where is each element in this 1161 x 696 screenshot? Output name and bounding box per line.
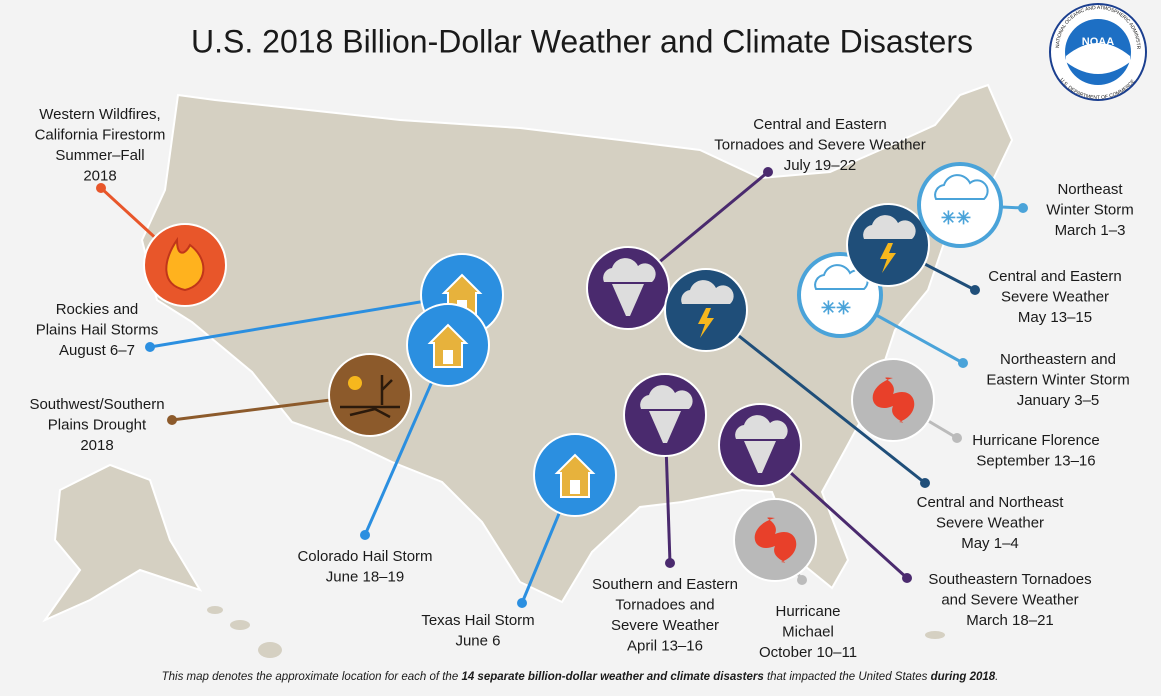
leader-dot xyxy=(952,433,962,443)
disaster-label: May 1–4 xyxy=(961,535,1019,552)
us-map xyxy=(42,83,1014,658)
disaster-label: April 13–16 xyxy=(627,637,703,654)
flake-glyph: ✳✳ xyxy=(941,208,971,228)
disaster-label: Southern and Eastern xyxy=(592,576,738,593)
disaster-label: Central and Northeast xyxy=(917,494,1065,511)
disaster-label: March 18–21 xyxy=(966,612,1054,629)
disaster-label: and Severe Weather xyxy=(941,591,1078,608)
disaster-label: Plains Hail Storms xyxy=(36,321,159,338)
funnel-glyph xyxy=(612,284,644,316)
disaster-label: California Firestorm xyxy=(35,126,166,143)
disaster-label: Colorado Hail Storm xyxy=(297,548,432,565)
disaster-label: Summer–Fall xyxy=(55,147,144,164)
disaster-label: Southeastern Tornadoes xyxy=(928,571,1091,588)
disaster-label: Western Wildfires, xyxy=(39,106,160,123)
bolt-glyph xyxy=(698,308,714,338)
funnel-glyph xyxy=(744,441,776,473)
leader-dot xyxy=(517,598,527,608)
disaster-label: August 6–7 xyxy=(59,342,135,359)
disaster-label: Tornadoes and Severe Weather xyxy=(714,136,926,153)
leader-dot xyxy=(360,530,370,540)
leader-dot xyxy=(665,558,675,568)
disaster-label: October 10–11 xyxy=(759,644,857,661)
leader-dot xyxy=(1018,203,1028,213)
disaster-label: March 1–3 xyxy=(1055,222,1126,239)
leader-dot xyxy=(167,415,177,425)
disaster-label: Rockies and xyxy=(56,301,139,318)
disaster: Central and Eastern Tornadoes and Severe … xyxy=(586,116,926,330)
disaster-label: Northeast xyxy=(1057,181,1123,198)
disaster-label: Hurricane xyxy=(775,603,840,620)
leader-dot xyxy=(763,167,773,177)
disaster-label: July 19–22 xyxy=(784,157,857,174)
disaster: Hurricane Florence September 13–16 xyxy=(851,358,1100,469)
house-glyph xyxy=(427,323,469,368)
disaster-label: Central and Eastern xyxy=(753,116,886,133)
leader-dot xyxy=(902,573,912,583)
title: U.S. 2018 Billion-Dollar Weather and Cli… xyxy=(191,23,973,59)
disaster: Western Wildfires, California Firestorm Su… xyxy=(35,106,227,307)
leader-dot xyxy=(797,575,807,585)
disaster-label: Central and Eastern xyxy=(988,268,1121,285)
funnel-glyph xyxy=(649,411,681,443)
disaster: Central and Northeast Severe Weather May 1… xyxy=(664,268,1065,552)
logo-text: NOAA xyxy=(1082,36,1114,48)
leader-dot xyxy=(96,183,106,193)
door-glyph xyxy=(443,350,453,364)
disaster: Rockies and Plains Hail Storms August 6–7 xyxy=(36,253,504,359)
disaster-label: Southwest/Southern xyxy=(29,396,164,413)
disaster-label: Eastern Winter Storm xyxy=(986,371,1129,388)
disaster-label: January 3–5 xyxy=(1017,392,1100,409)
disaster-layer: Western Wildfires, California Firestorm Su… xyxy=(29,106,1133,661)
cloud-glyph xyxy=(640,385,693,409)
leader-dot xyxy=(145,342,155,352)
disaster-label: September 13–16 xyxy=(976,452,1095,469)
cloud-glyph xyxy=(934,174,989,200)
disaster: Southwest/Southern Plains Drought 2018 xyxy=(29,353,412,454)
house-glyph xyxy=(554,453,596,498)
leader-dot xyxy=(920,478,930,488)
disaster: Hurricane Michael October 10–11 xyxy=(733,498,857,661)
disaster-label: Plains Drought xyxy=(48,416,147,433)
disaster-label: 2018 xyxy=(80,437,113,454)
bolt-glyph xyxy=(880,243,896,273)
door-glyph xyxy=(570,480,580,494)
disaster: Central and Eastern Severe Weather May 13–… xyxy=(846,203,1122,326)
crack-glyph xyxy=(340,375,400,419)
disaster-label: Texas Hail Storm xyxy=(421,612,534,629)
cloud-glyph xyxy=(603,258,656,282)
disaster-label: Severe Weather xyxy=(936,514,1044,531)
footnote: This map denotes the approximate locatio… xyxy=(162,671,999,683)
leader-dot xyxy=(970,285,980,295)
disaster-label: Severe Weather xyxy=(611,617,719,634)
flame-glyph xyxy=(165,236,205,292)
disaster: ✳✳ Northeast Winter Storm March 1–3 xyxy=(917,162,1134,248)
flake-glyph: ✳✳ xyxy=(821,298,851,318)
disaster: Texas Hail Storm June 6 xyxy=(421,433,617,649)
disaster-label: Northeastern and xyxy=(1000,351,1116,368)
hurricane-glyph xyxy=(754,517,797,563)
leader-dot xyxy=(958,358,968,368)
disaster-label: June 6 xyxy=(455,632,500,649)
disaster: Southeastern Tornadoes and Severe Weather… xyxy=(718,403,1092,629)
disaster-label: May 13–15 xyxy=(1018,309,1092,326)
disaster-label: Winter Storm xyxy=(1046,201,1134,218)
cloud-glyph xyxy=(735,415,788,439)
sun-glyph xyxy=(348,376,362,390)
hurricane-glyph xyxy=(872,377,915,423)
disaster: Colorado Hail Storm June 18–19 xyxy=(297,303,490,585)
disaster-label: June 18–19 xyxy=(326,568,404,585)
leader-line xyxy=(705,308,926,485)
disaster-label: Severe Weather xyxy=(1001,288,1109,305)
disaster-label: 2018 xyxy=(83,167,116,184)
cloud-glyph xyxy=(863,215,916,239)
disaster: Southern and Eastern Tornadoes and Severe … xyxy=(592,373,738,654)
disaster-label: Michael xyxy=(782,623,834,640)
leader-line xyxy=(149,293,463,349)
cloud-glyph xyxy=(681,280,734,304)
disaster-label: Tornadoes and xyxy=(615,596,714,613)
disaster-label: Hurricane Florence xyxy=(972,432,1100,449)
disaster-icon xyxy=(328,353,412,437)
